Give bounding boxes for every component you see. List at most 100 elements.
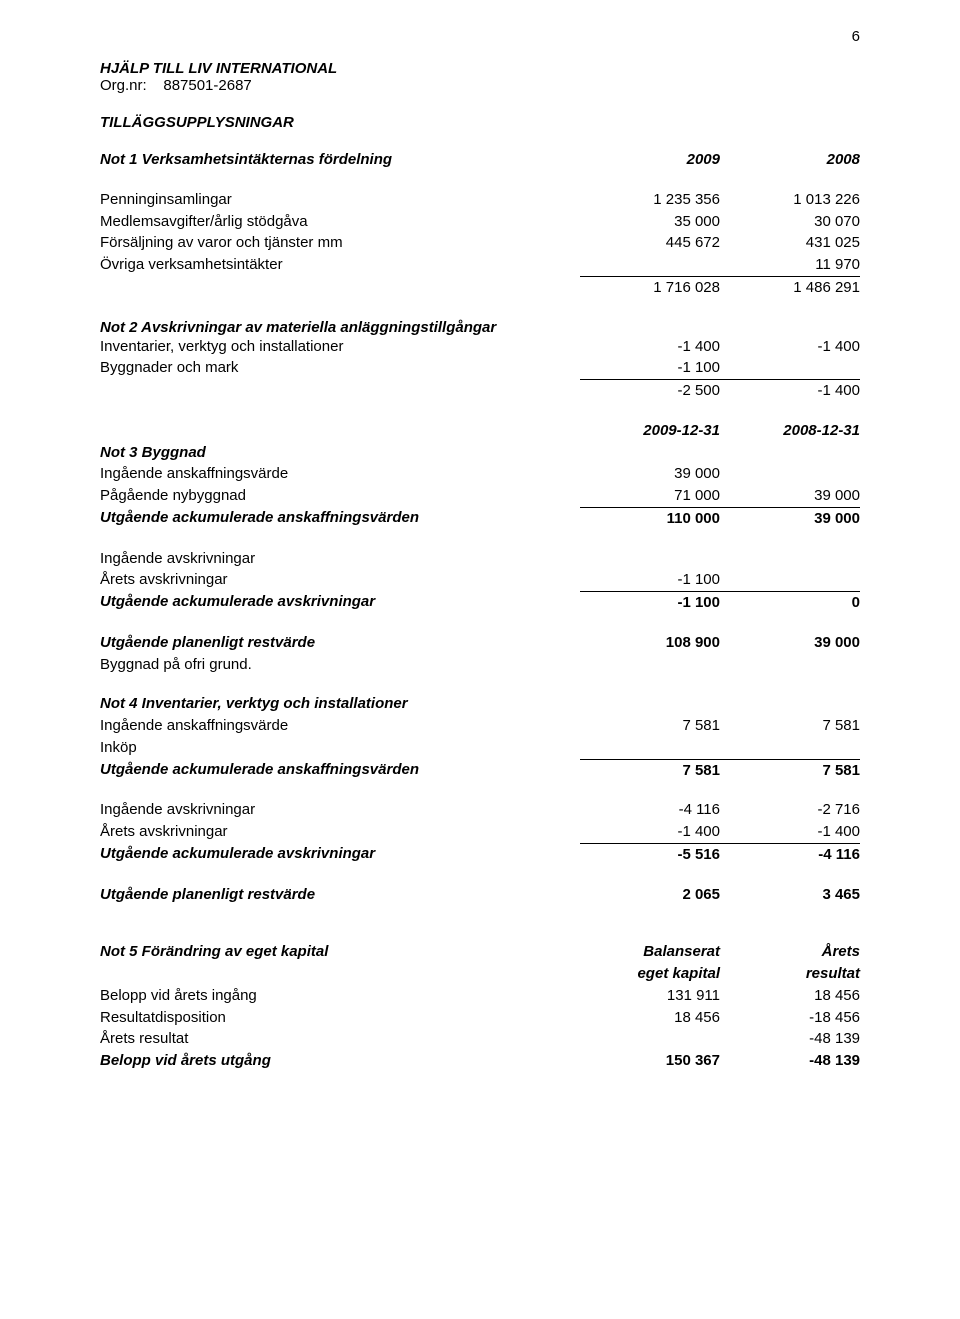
row-label: Byggnader och mark xyxy=(100,357,580,379)
note4-heading-row: Not 4 Inventarier, verktyg och installat… xyxy=(100,693,860,715)
empty-label xyxy=(100,420,580,442)
row-value: -18 456 xyxy=(720,1007,860,1029)
note3-date2: 2008-12-31 xyxy=(720,420,860,442)
empty-cell xyxy=(580,693,720,715)
note3-heading-row: Not 3 Byggnad xyxy=(100,442,860,464)
row-value: -48 139 xyxy=(720,1050,860,1072)
table-row: Årets avskrivningar -1 100 xyxy=(100,569,860,591)
table-row: Årets avskrivningar -1 400 -1 400 xyxy=(100,821,860,843)
note2-heading: Not 2 Avskrivningar av materiella anlägg… xyxy=(100,319,860,336)
row-value: 35 000 xyxy=(580,211,720,233)
row-value xyxy=(720,463,860,485)
row-label: Resultatdisposition xyxy=(100,1007,580,1029)
row-value: -4 116 xyxy=(720,843,860,866)
document-page: 6 HJÄLP TILL LIV INTERNATIONAL Org.nr: 8… xyxy=(0,0,960,1319)
row-value: -48 139 xyxy=(720,1028,860,1050)
note5-header-row: Not 5 Förändring av eget kapital Balanse… xyxy=(100,941,860,963)
table-row: Försäljning av varor och tjänster mm 445… xyxy=(100,232,860,254)
row-value: 131 911 xyxy=(580,985,720,1007)
note5-heading: Not 5 Förändring av eget kapital xyxy=(100,941,580,963)
row-label: Årets avskrivningar xyxy=(100,569,580,591)
table-row: Resultatdisposition 18 456 -18 456 xyxy=(100,1007,860,1029)
note3-subtotal-row: Utgående ackumulerade avskrivningar -1 1… xyxy=(100,591,860,614)
spacer xyxy=(100,781,860,799)
note1-total-row: 1 716 028 1 486 291 xyxy=(100,276,860,299)
note1-year-2008: 2008 xyxy=(720,149,860,171)
note3-date1: 2009-12-31 xyxy=(580,420,720,442)
row-value: 108 900 xyxy=(580,632,720,654)
row-label: Utgående ackumulerade avskrivningar xyxy=(100,591,580,614)
note3-heading: Not 3 Byggnad xyxy=(100,442,580,464)
row-value: 7 581 xyxy=(580,759,720,782)
row-label: Försäljning av varor och tjänster mm xyxy=(100,232,580,254)
row-value: -1 400 xyxy=(720,821,860,843)
empty-cell xyxy=(720,442,860,464)
row-label: Övriga verksamhetsintäkter xyxy=(100,254,580,276)
table-row: Övriga verksamhetsintäkter 11 970 xyxy=(100,254,860,276)
row-value: 0 xyxy=(720,591,860,614)
row-value: -1 100 xyxy=(580,569,720,591)
row-value: 445 672 xyxy=(580,232,720,254)
row-value: -1 400 xyxy=(580,336,720,358)
empty-label xyxy=(100,963,580,985)
note5-h2: Årets xyxy=(720,941,860,963)
note4-restvarde-row: Utgående planenligt restvärde 2 065 3 46… xyxy=(100,884,860,906)
note4-subtotal-row: Utgående ackumulerade anskaffningsvärden… xyxy=(100,759,860,782)
table-row: Inventarier, verktyg och installationer … xyxy=(100,336,860,358)
table-row: Inköp xyxy=(100,737,860,759)
spacer xyxy=(100,866,860,884)
row-value: -5 516 xyxy=(580,843,720,866)
row-label: Ingående avskrivningar xyxy=(100,799,580,821)
note5-h1: Balanserat xyxy=(580,941,720,963)
row-value: 39 000 xyxy=(720,632,860,654)
row-label: Ingående avskrivningar xyxy=(100,548,580,570)
row-value: -1 100 xyxy=(580,357,720,379)
table-row: Ingående anskaffningsvärde 39 000 xyxy=(100,463,860,485)
row-value: 11 970 xyxy=(720,254,860,276)
table-row: Pågående nybyggnad 71 000 39 000 xyxy=(100,485,860,507)
empty-cell xyxy=(580,442,720,464)
row-label: Belopp vid årets ingång xyxy=(100,985,580,1007)
row-label: Inventarier, verktyg och installationer xyxy=(100,336,580,358)
row-value: 3 465 xyxy=(720,884,860,906)
table-row: Belopp vid årets ingång 131 911 18 456 xyxy=(100,985,860,1007)
row-label: Utgående planenligt restvärde xyxy=(100,632,580,654)
total-value: -1 400 xyxy=(720,379,860,402)
page-number: 6 xyxy=(852,28,860,45)
total-value: 1 486 291 xyxy=(720,276,860,299)
org-title: HJÄLP TILL LIV INTERNATIONAL xyxy=(100,60,860,77)
row-label: Årets resultat xyxy=(100,1028,580,1050)
note5-sh1: eget kapital xyxy=(580,963,720,985)
spacer xyxy=(100,530,860,548)
row-label: Årets avskrivningar xyxy=(100,821,580,843)
row-value: 18 456 xyxy=(720,985,860,1007)
note3-restvarde-row: Utgående planenligt restvärde 108 900 39… xyxy=(100,632,860,654)
row-value: -1 400 xyxy=(580,821,720,843)
row-label: Utgående ackumulerade anskaffningsvärden xyxy=(100,507,580,530)
main-heading: TILLÄGGSUPPLYSNINGAR xyxy=(100,114,860,131)
row-label: Utgående ackumulerade avskrivningar xyxy=(100,843,580,866)
row-label: Ingående anskaffningsvärde xyxy=(100,463,580,485)
row-label xyxy=(100,379,580,402)
note5-subheader-row: eget kapital resultat xyxy=(100,963,860,985)
row-value: 110 000 xyxy=(580,507,720,530)
table-row: Ingående anskaffningsvärde 7 581 7 581 xyxy=(100,715,860,737)
row-value: 150 367 xyxy=(580,1050,720,1072)
row-value: 1 013 226 xyxy=(720,189,860,211)
empty-cell xyxy=(580,654,720,676)
row-label: Inköp xyxy=(100,737,580,759)
note5-sh2: resultat xyxy=(720,963,860,985)
table-row: Byggnad på ofri grund. xyxy=(100,654,860,676)
total-value: 1 716 028 xyxy=(580,276,720,299)
row-label: Utgående ackumulerade anskaffningsvärden xyxy=(100,759,580,782)
table-row: Ingående avskrivningar -4 116 -2 716 xyxy=(100,799,860,821)
row-label xyxy=(100,276,580,299)
note4-subtotal-row: Utgående ackumulerade avskrivningar -5 5… xyxy=(100,843,860,866)
spacer xyxy=(100,675,860,693)
row-value: 1 235 356 xyxy=(580,189,720,211)
row-value: 7 581 xyxy=(720,715,860,737)
row-value: 71 000 xyxy=(580,485,720,507)
row-label: Byggnad på ofri grund. xyxy=(100,654,580,676)
table-row: Ingående avskrivningar xyxy=(100,548,860,570)
note1-heading: Not 1 Verksamhetsintäkternas fördelning xyxy=(100,149,580,171)
